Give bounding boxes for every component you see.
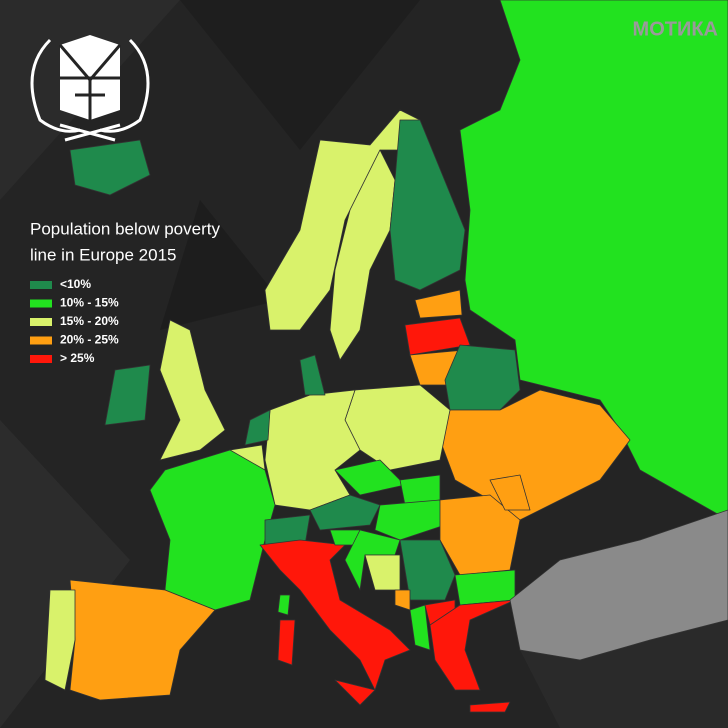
legend-swatch [30, 355, 52, 363]
bg-facet [0, 420, 130, 728]
country [459, 0, 728, 521]
legend-label: 10% - 15% [60, 296, 119, 310]
country [69, 579, 216, 701]
countries [44, 0, 728, 713]
country [264, 389, 361, 511]
country [149, 449, 276, 611]
legend-swatch [30, 299, 52, 308]
legend: <10% 10% - 15% 15% - 20% 20% - 25% > 25% [30, 277, 119, 365]
country [429, 599, 516, 691]
legend-label: > 25% [60, 351, 95, 365]
country [259, 539, 411, 691]
country [299, 354, 326, 396]
country [334, 679, 376, 706]
legend-label: 20% - 25% [60, 333, 119, 347]
bg-facet [160, 200, 280, 330]
watermark: МОТИКА [633, 18, 718, 40]
legend-swatch [30, 318, 52, 326]
country [404, 317, 471, 356]
country [264, 109, 421, 331]
country [374, 499, 446, 541]
legend-swatch [30, 336, 52, 345]
ribbon [59, 123, 121, 142]
country [44, 589, 76, 691]
country [277, 594, 291, 616]
country [244, 409, 271, 446]
country [489, 474, 531, 511]
country [159, 319, 226, 461]
cube-lines [58, 44, 122, 120]
legend-label: 15% - 20% [60, 314, 119, 328]
country [389, 119, 466, 291]
bg-facet [180, 0, 420, 150]
country [309, 494, 381, 531]
country [69, 139, 151, 196]
laurel [99, 38, 150, 133]
logo [30, 35, 150, 142]
country [399, 539, 456, 601]
country [444, 344, 521, 411]
country [439, 389, 631, 521]
country [104, 364, 151, 426]
country [409, 604, 431, 651]
legend-label: <10% [60, 277, 91, 291]
no-data-country [509, 509, 728, 661]
country [277, 619, 296, 666]
legend-swatch [30, 281, 52, 289]
country [469, 701, 511, 713]
laurel [30, 38, 81, 133]
legend-title: line in Europe 2015 [30, 245, 177, 264]
legend-title: Population below poverty [30, 219, 220, 238]
country [414, 289, 463, 319]
country [454, 569, 516, 606]
